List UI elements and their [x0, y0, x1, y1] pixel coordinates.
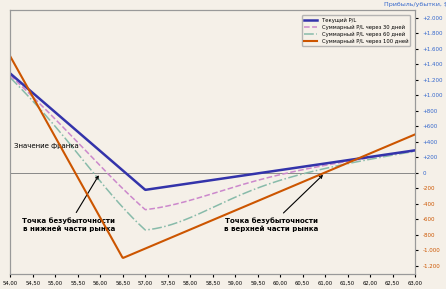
Суммарный P/L через 100 дней — [112, 241, 117, 245]
Суммарный P/L через 30 дней — [413, 149, 418, 152]
Текущий P/L — [191, 181, 197, 184]
Текущий P/L — [247, 173, 252, 176]
Суммарный P/L через 100 дней — [79, 183, 85, 187]
Суммарный P/L через 60 дней — [112, 196, 117, 200]
Суммарный P/L через 60 дней — [313, 169, 318, 172]
Суммарный P/L через 30 дней — [112, 179, 117, 182]
Суммарный P/L через 100 дней — [313, 175, 318, 178]
Суммарный P/L через 100 дней — [191, 226, 197, 230]
Legend: Текущий P/L, Суммарный P/L через 30 дней, Суммарный P/L через 60 дней, Суммарный: Текущий P/L, Суммарный P/L через 30 дней… — [302, 15, 410, 47]
Суммарный P/L через 30 дней — [247, 181, 252, 184]
Line: Суммарный P/L через 60 дней: Суммарный P/L через 60 дней — [10, 78, 415, 230]
Суммарный P/L через 60 дней — [247, 190, 252, 193]
Суммарный P/L через 60 дней — [79, 157, 85, 161]
Суммарный P/L через 30 дней — [79, 145, 85, 149]
Суммарный P/L через 30 дней — [143, 208, 148, 211]
Text: Точка безубыточности
в верхней части рынка: Точка безубыточности в верхней части рын… — [224, 176, 322, 232]
Суммарный P/L через 30 дней — [279, 173, 284, 176]
Text: Точка безубыточности
в нижней части рынка: Точка безубыточности в нижней части рынк… — [22, 176, 116, 232]
Суммарный P/L через 30 дней — [313, 165, 318, 169]
Суммарный P/L через 60 дней — [143, 228, 148, 232]
Суммарный P/L через 100 дней — [8, 55, 13, 58]
Суммарный P/L через 100 дней — [247, 203, 252, 206]
Текущий P/L — [112, 162, 117, 165]
Текущий P/L — [79, 134, 85, 137]
Text: Значение франка: Значение франка — [14, 143, 79, 149]
Суммарный P/L через 30 дней — [8, 74, 13, 77]
Текущий P/L — [413, 149, 418, 152]
Текущий P/L — [8, 72, 13, 75]
Line: Текущий P/L: Текущий P/L — [10, 74, 415, 190]
Текущий P/L — [313, 163, 318, 167]
Текущий P/L — [279, 168, 284, 172]
Суммарный P/L через 60 дней — [413, 149, 418, 153]
Суммарный P/L через 60 дней — [8, 76, 13, 79]
Текущий P/L — [143, 188, 148, 192]
Суммарный P/L через 100 дней — [120, 256, 126, 260]
Суммарный P/L через 60 дней — [279, 178, 284, 182]
Суммарный P/L через 30 дней — [191, 197, 197, 201]
Суммарный P/L через 100 дней — [279, 189, 284, 193]
Суммарный P/L через 60 дней — [191, 214, 197, 218]
Line: Суммарный P/L через 100 дней: Суммарный P/L через 100 дней — [10, 57, 415, 258]
Line: Суммарный P/L через 30 дней: Суммарный P/L через 30 дней — [10, 75, 415, 210]
Суммарный P/L через 100 дней — [413, 133, 418, 136]
Text: Прибыль/убытки, $: Прибыль/убытки, $ — [384, 2, 446, 7]
